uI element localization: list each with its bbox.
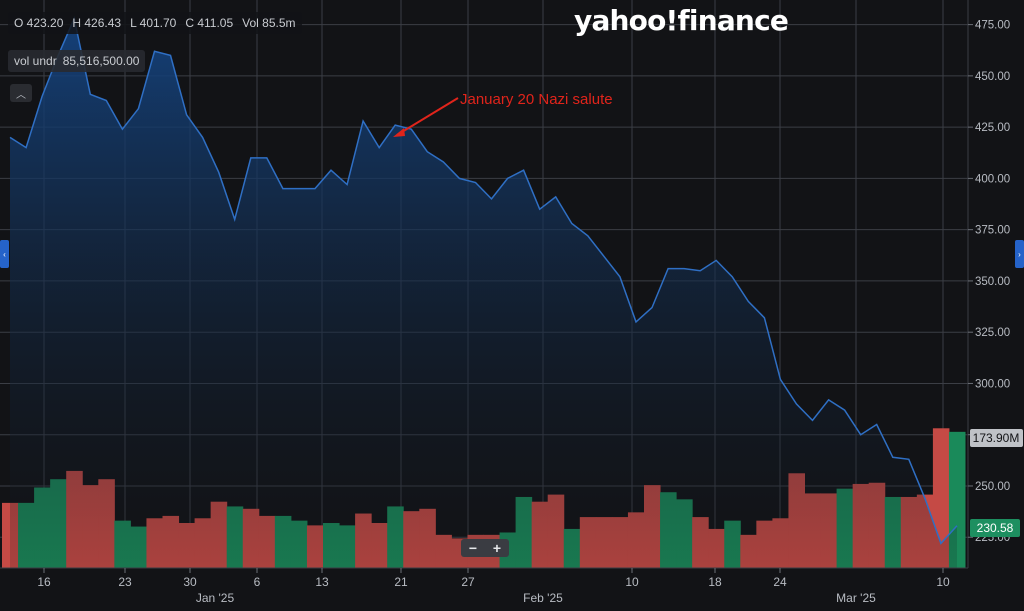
volume-legend[interactable]: vol undr 85,516,500.00 — [8, 50, 146, 72]
zoom-control: − + — [461, 539, 509, 557]
price-tick-label: 400.00 — [975, 173, 1010, 185]
price-badge-bg — [970, 519, 1020, 537]
annotation: January 20 Nazi salute — [393, 91, 613, 137]
chevron-up-icon: ︿ — [16, 89, 26, 101]
price-tick-label: 450.00 — [975, 71, 1010, 83]
time-tick-label: 24 — [773, 575, 787, 589]
chevron-right-icon: › — [1018, 249, 1021, 259]
zoom-out-button[interactable]: − — [468, 540, 478, 556]
price-tick-label: 475.00 — [975, 20, 1010, 32]
month-label: Mar '25 — [836, 591, 876, 605]
month-labels: Jan '25 Feb '25 Mar '25 — [196, 591, 876, 605]
volume-badge-bg — [970, 429, 1023, 447]
price-tick-label: 300.00 — [975, 378, 1010, 390]
volume-badge-value: 173.90M — [973, 431, 1020, 445]
collapse-legend-button[interactable]: ︿ — [10, 84, 32, 102]
time-tick-label: 27 — [461, 575, 475, 589]
ohlc-close: C 411.05 — [185, 16, 234, 30]
price-tick-label: 425.00 — [975, 122, 1010, 134]
price-badge-value: 230.58 — [977, 521, 1014, 535]
time-tick-label: 18 — [708, 575, 722, 589]
time-axis: 16 23 30 6 13 21 27 10 18 24 10 — [37, 568, 950, 589]
time-tick-label: 10 — [936, 575, 950, 589]
price-area — [10, 18, 957, 568]
annotation-arrow-head — [393, 128, 405, 137]
price-badge: 230.58 — [970, 519, 1020, 537]
month-label: Jan '25 — [196, 591, 235, 605]
time-tick-label: 16 — [37, 575, 51, 589]
time-tick-label: 21 — [394, 575, 408, 589]
time-tick-label: 10 — [625, 575, 639, 589]
price-tick-label: 375.00 — [975, 225, 1010, 237]
annotation-label: January 20 Nazi salute — [460, 91, 613, 108]
ohlc-low: L 401.70 — [130, 16, 177, 30]
ohlc-high: H 426.43 — [72, 16, 122, 30]
price-tick-label: 250.00 — [975, 481, 1010, 493]
time-tick-label: 30 — [183, 575, 197, 589]
ohlc-legend: O 423.20 H 426.43 L 401.70 C 411.05 Vol … — [8, 12, 302, 34]
price-tick-label: 325.00 — [975, 327, 1010, 339]
time-tick-label: 23 — [118, 575, 132, 589]
zoom-in-button[interactable]: + — [492, 540, 502, 556]
scroll-right-handle[interactable]: › — [1015, 240, 1024, 268]
ohlc-volume: Vol 85.5m — [242, 16, 296, 30]
time-tick-label: 13 — [315, 575, 329, 589]
chevron-left-icon: ‹ — [3, 249, 6, 259]
ohlc-open: O 423.20 — [14, 16, 64, 30]
time-tick-label: 6 — [254, 575, 261, 589]
month-label: Feb '25 — [523, 591, 563, 605]
price-tick-label: 350.00 — [975, 276, 1010, 288]
volume-badge: 173.90M — [970, 429, 1023, 447]
annotation-arrow-line — [396, 97, 459, 136]
brand-logo: yahoo!finance — [574, 4, 789, 37]
price-line[interactable] — [9, 16, 958, 545]
scroll-left-handle[interactable]: ‹ — [0, 240, 9, 268]
volume-legend-value: 85,516,500.00 — [62, 54, 140, 68]
volume-legend-label: vol undr — [14, 54, 57, 68]
